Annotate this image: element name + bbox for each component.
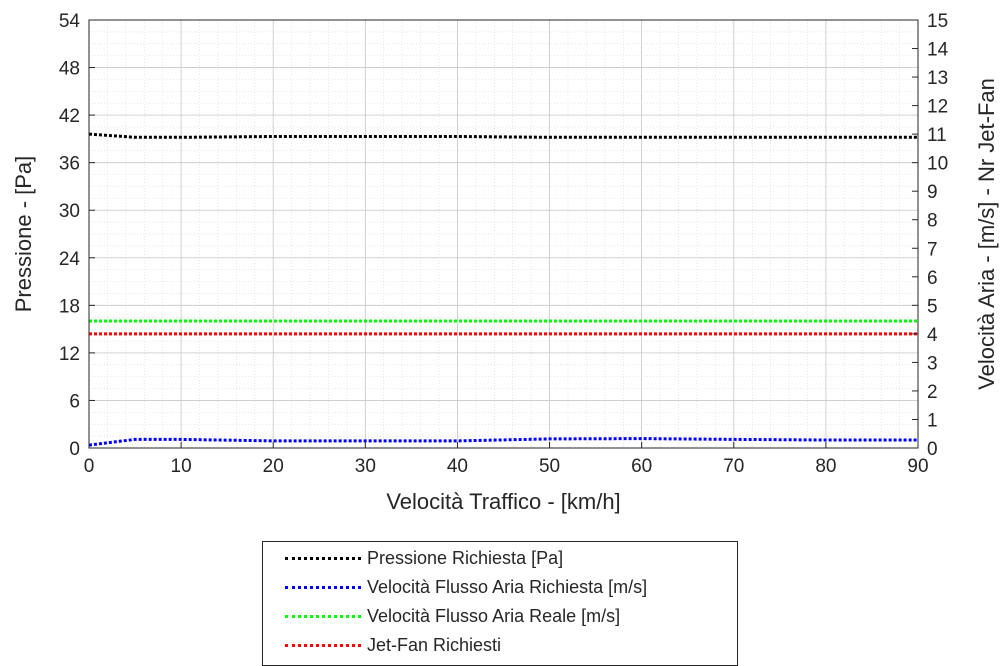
y2-tick-label: 6 — [927, 268, 938, 289]
series-layer — [88, 132, 918, 447]
y2-tick-label: 12 — [927, 97, 948, 118]
legend-item: Velocità Flusso Aria Richiesta [m/s] — [285, 576, 647, 598]
x-tick-label: 0 — [84, 456, 95, 477]
y-tick-label: 12 — [59, 344, 80, 365]
legend-item: Jet-Fan Richiesti — [285, 634, 501, 656]
x-axis: 0 10 20 30 40 50 60 70 80 90 — [84, 442, 929, 477]
y2-tick-label: 13 — [927, 68, 948, 89]
y2-tick-label: 8 — [927, 211, 938, 232]
plot-frame — [88, 19, 919, 449]
y-axis-title-left: Pressione - [Pa] — [11, 156, 36, 313]
legend-swatch — [285, 556, 361, 560]
x-tick-label: 30 — [355, 456, 376, 477]
legend-label: Jet-Fan Richiesti — [367, 634, 502, 655]
y-tick-label: 18 — [59, 296, 80, 317]
legend-item: Velocità Flusso Aria Reale [m/s] — [285, 605, 620, 627]
legend-swatch — [285, 643, 361, 647]
x-tick-label: 40 — [447, 456, 468, 477]
y-tick-label: 6 — [69, 391, 80, 412]
y2-tick-label: 3 — [927, 353, 938, 374]
y-tick-label: 36 — [59, 154, 80, 175]
x-tick-label: 80 — [815, 456, 836, 477]
y2-tick-label: 14 — [927, 40, 949, 61]
legend: Pressione Richiesta [Pa] Velocità Flusso … — [262, 541, 738, 666]
x-tick-label: 60 — [631, 456, 652, 477]
x-tick-label: 20 — [263, 456, 284, 477]
x-tick-label: 70 — [723, 456, 744, 477]
y-axis-title-right: Velocità Aria - [m/s] - Nr Jet-Fan — [974, 78, 999, 390]
y-tick-label: 48 — [59, 59, 80, 80]
x-tick-label: 10 — [171, 456, 192, 477]
series-line-1 — [88, 132, 918, 139]
y2-tick-label: 9 — [927, 182, 938, 203]
legend-label: Velocità Flusso Aria Reale [m/s] — [367, 605, 621, 626]
y-tick-label: 54 — [59, 11, 81, 32]
y2-tick-label: 7 — [927, 239, 938, 260]
legend-swatch — [285, 585, 361, 589]
y-tick-label: 24 — [59, 249, 81, 270]
y2-tick-label: 4 — [927, 325, 938, 346]
y2-tick-label: 15 — [927, 11, 948, 32]
y2-tick-label: 0 — [927, 439, 938, 460]
series-line-2 — [88, 437, 918, 447]
y2-tick-label: 1 — [927, 410, 938, 431]
y-axis-left: 0 6 12 18 24 30 36 42 48 54 — [59, 11, 95, 460]
x-tick-label: 90 — [907, 456, 928, 477]
y2-tick-label: 2 — [927, 382, 938, 403]
y-tick-label: 0 — [69, 439, 80, 460]
y2-tick-label: 10 — [927, 154, 948, 175]
legend-item: Pressione Richiesta [Pa] — [285, 547, 563, 569]
x-tick-label: 50 — [539, 456, 560, 477]
y-tick-label: 42 — [59, 106, 80, 127]
legend-swatch — [285, 614, 361, 618]
y2-tick-label: 11 — [927, 125, 947, 146]
x-axis-title: Velocità Traffico - [km/h] — [386, 489, 620, 514]
y2-tick-label: 5 — [927, 296, 938, 317]
y-tick-label: 30 — [59, 201, 80, 222]
legend-label: Pressione Richiesta [Pa] — [367, 547, 564, 568]
legend-label: Velocità Flusso Aria Richiesta [m/s] — [367, 576, 648, 597]
